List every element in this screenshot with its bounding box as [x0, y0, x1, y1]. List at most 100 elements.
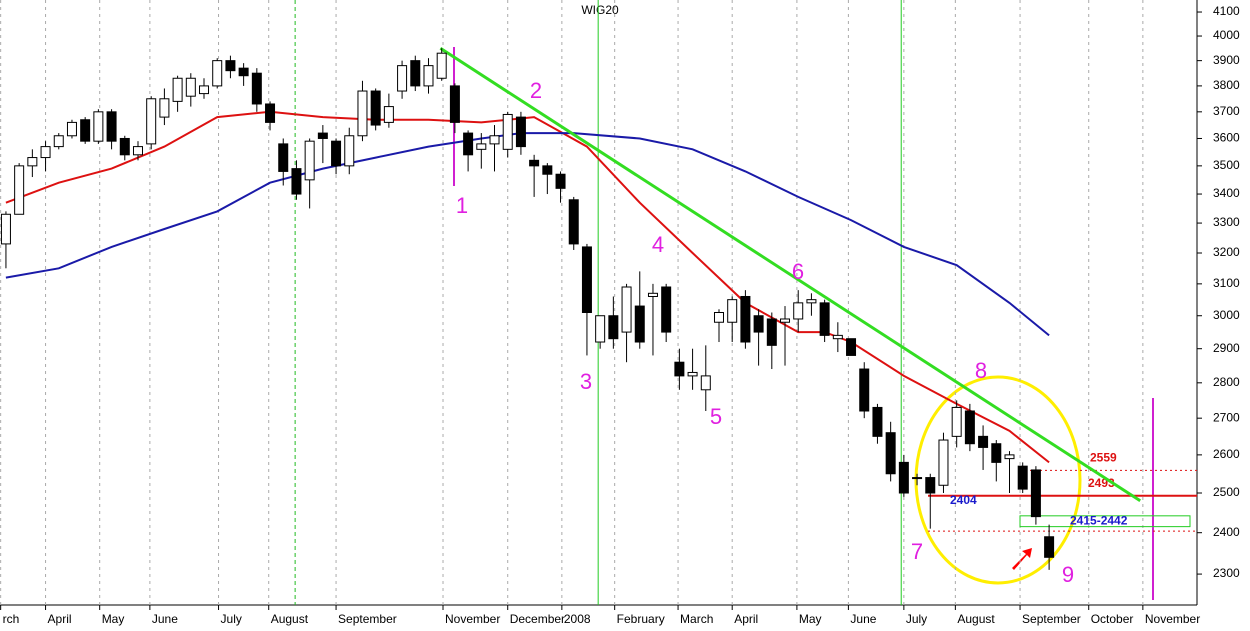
- annotation: 6: [792, 259, 804, 284]
- candle-body: [251, 72, 262, 105]
- candle-body: [872, 406, 883, 437]
- y-tick-label: 3600: [1213, 131, 1240, 145]
- candle-body: [291, 168, 302, 195]
- series-line: [5, 132, 1050, 337]
- candle-body: [766, 318, 777, 346]
- y-tick-label: 2400: [1213, 525, 1240, 539]
- candle-body: [278, 143, 289, 172]
- y-tick-label: 3300: [1213, 215, 1240, 229]
- candle-body: [925, 477, 936, 494]
- x-tick-label: February: [617, 612, 665, 626]
- x-tick-label: September: [1022, 612, 1081, 626]
- x-tick-label: July: [906, 612, 927, 626]
- candle-body: [647, 292, 658, 297]
- annotation: 4: [652, 232, 664, 257]
- highlight-ellipse: [914, 375, 1082, 585]
- candle-body: [780, 318, 791, 323]
- candle-body: [859, 368, 870, 412]
- candle-body: [1017, 465, 1028, 490]
- x-tick-label: March: [680, 612, 713, 626]
- candle-body: [132, 146, 143, 156]
- y-tick-label: 4100: [1213, 4, 1240, 18]
- candle-body: [740, 295, 751, 343]
- candle-body: [423, 65, 434, 87]
- candle-body: [66, 121, 77, 137]
- candle-body: [53, 135, 64, 148]
- y-tick-label: 3900: [1213, 53, 1240, 67]
- y-tick-label: 4000: [1213, 28, 1240, 42]
- candle-body: [225, 60, 236, 72]
- candle-body: [106, 111, 117, 142]
- candle-body: [265, 103, 276, 123]
- candle-body: [555, 173, 566, 189]
- y-tick-label: 2700: [1213, 410, 1240, 424]
- candle-body: [27, 157, 38, 167]
- y-tick-label: 2500: [1213, 485, 1240, 499]
- candle-body: [476, 143, 487, 150]
- candle-body: [463, 132, 474, 156]
- candle-body: [753, 315, 764, 333]
- candle-body: [383, 106, 394, 123]
- candle-body: [370, 90, 381, 126]
- candle-body: [978, 435, 989, 448]
- level-label: 2404: [950, 493, 977, 507]
- candle-body: [595, 315, 606, 343]
- candle-body: [819, 302, 830, 336]
- candle-body: [727, 299, 738, 323]
- level-label: 2559: [1090, 450, 1117, 464]
- candle-body: [172, 77, 183, 102]
- annotation: 1: [456, 193, 468, 218]
- x-tick-label: May: [799, 612, 822, 626]
- candle-body: [502, 113, 513, 150]
- candle-body: [304, 140, 315, 181]
- x-tick-label: June: [152, 612, 178, 626]
- y-tick-label: 3200: [1213, 245, 1240, 259]
- candle-body: [912, 477, 923, 480]
- x-tick-label: December: [510, 612, 565, 626]
- x-tick-label: 2008: [564, 612, 591, 626]
- candle-body: [489, 135, 500, 145]
- y-tick-label: 3800: [1213, 78, 1240, 92]
- annotation: 7: [911, 539, 923, 564]
- candle-body: [410, 60, 421, 87]
- x-tick-label: August: [957, 612, 995, 626]
- candle-body: [793, 302, 804, 320]
- candle-body: [146, 98, 157, 145]
- x-tick-label: April: [48, 612, 72, 626]
- y-tick-label: 2800: [1213, 375, 1240, 389]
- annotation: 3: [580, 369, 592, 394]
- candle-body: [832, 334, 843, 340]
- candle-body: [581, 246, 592, 314]
- y-tick-label: 2900: [1213, 341, 1240, 355]
- candle-body: [1044, 536, 1055, 558]
- candle-body: [515, 116, 526, 148]
- candle-body: [449, 85, 460, 123]
- annotation: 9: [1062, 562, 1074, 587]
- candle-body: [159, 98, 170, 118]
- annotation: 8: [975, 358, 987, 383]
- annotation: 2: [530, 78, 542, 103]
- candle-body: [119, 137, 130, 156]
- candle-body: [542, 165, 553, 175]
- candle-body: [951, 406, 962, 437]
- candle-body: [238, 67, 249, 77]
- series-line: [5, 110, 1050, 464]
- candle-body: [674, 361, 685, 377]
- x-tick-label: May: [102, 612, 125, 626]
- candle-body: [806, 299, 817, 304]
- candle-body: [938, 439, 949, 486]
- x-tick-label: September: [338, 612, 397, 626]
- candle-body: [344, 135, 355, 167]
- x-tick-label: April: [734, 612, 758, 626]
- candle-body: [964, 410, 975, 445]
- candle-body: [397, 65, 408, 92]
- y-tick-label: 2600: [1213, 447, 1240, 461]
- candle-body: [0, 213, 11, 245]
- x-tick-label: June: [850, 612, 876, 626]
- candle-body: [568, 199, 579, 245]
- candle-body: [846, 338, 857, 356]
- candle-body: [436, 52, 447, 79]
- candle-body: [700, 375, 711, 391]
